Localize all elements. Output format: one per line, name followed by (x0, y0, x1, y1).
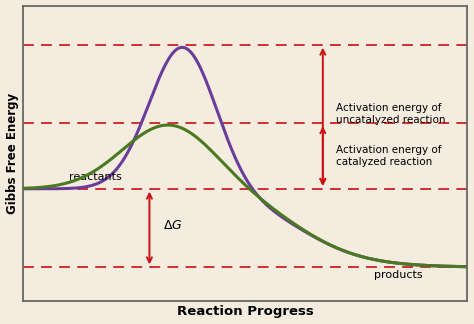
Text: Activation energy of
catalyzed reaction: Activation energy of catalyzed reaction (336, 145, 442, 167)
X-axis label: Reaction Progress: Reaction Progress (177, 306, 313, 318)
Text: reactants: reactants (69, 172, 122, 182)
Y-axis label: Gibbs Free Energy: Gibbs Free Energy (6, 93, 18, 214)
Text: products: products (374, 270, 423, 280)
Text: $\Delta G$: $\Delta G$ (163, 219, 182, 232)
Text: Activation energy of
uncatalyzed reaction: Activation energy of uncatalyzed reactio… (336, 103, 446, 125)
